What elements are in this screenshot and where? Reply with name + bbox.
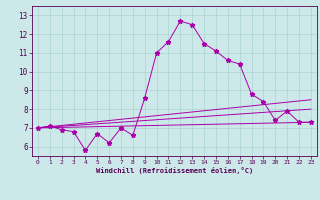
X-axis label: Windchill (Refroidissement éolien,°C): Windchill (Refroidissement éolien,°C) [96, 167, 253, 174]
